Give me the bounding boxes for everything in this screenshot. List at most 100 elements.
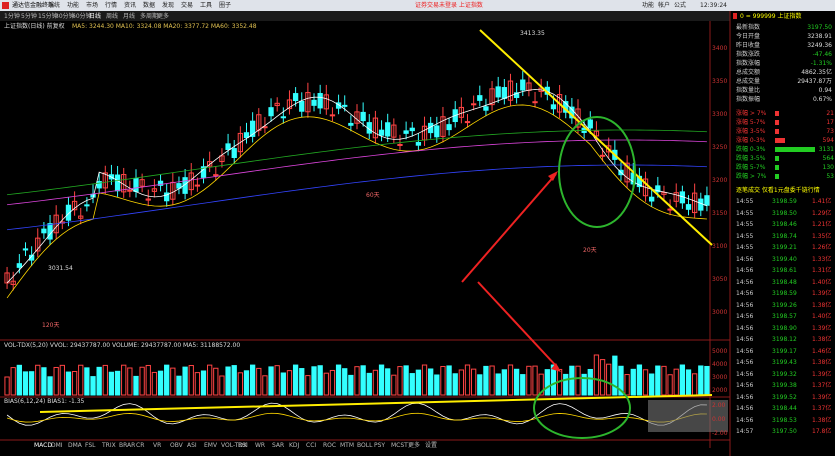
quote-label: 指数振幅 [736,96,761,103]
menu-item[interactable]: 工具 [200,2,213,9]
trade-price: 3198.50 [772,209,797,217]
period-tab[interactable]: 1分钟 [4,13,20,20]
indicator-tab[interactable]: 设置 [425,442,438,449]
indicator-tab[interactable]: DMA [68,442,82,449]
volume-bar [378,364,385,396]
indicator-tab[interactable]: SAR [272,442,285,449]
volume-bar [532,365,538,396]
indicator-tab[interactable]: CR [136,442,145,449]
period-tab[interactable]: 更多 [157,13,170,20]
menu-item[interactable]: 资讯 [124,2,137,9]
volume-bar [421,364,428,396]
indicator-tab[interactable]: BOLL [357,442,373,449]
volume-bar [16,364,22,396]
volume-bar [188,365,194,396]
quote-value: 0.67% [812,96,832,103]
menu-item[interactable]: 发现 [162,2,175,9]
indicator-tab[interactable]: BRAR [119,442,136,449]
indicator-tab[interactable]: DMI [51,442,63,449]
candle [243,132,250,139]
indicator-tab[interactable]: VOL-TDX [221,442,247,449]
indicator-tab[interactable]: TRIX [102,442,116,449]
volume-bar [483,365,489,396]
candle [556,94,563,113]
volume-bar [268,366,274,396]
menu-item[interactable]: 圈子 [219,2,232,9]
menu-item[interactable]: 系统 [48,2,61,9]
trade-price: 3197.50 [772,428,797,435]
trade-volume: 1.39亿 [812,393,832,401]
quote-label: 最新指数 [736,24,761,31]
candle [225,143,231,150]
volume-bar [145,364,151,396]
candle [280,116,286,119]
period-tab[interactable]: 60分钟 [72,13,92,20]
indicator-tab[interactable]: WR [255,442,266,449]
indicator-tab[interactable]: MTM [340,442,355,449]
indicator-tab[interactable]: 更多 [408,442,421,449]
volume-bar [679,364,686,396]
volume-bar [360,365,366,396]
indicator-tab[interactable]: EMV [204,442,218,449]
indicator-tab[interactable]: MCST [391,442,408,449]
volume-bar [581,373,587,396]
quote-value: 3197.50 [807,24,832,31]
candle [299,100,305,112]
trade-time: 14:56 [736,290,754,297]
trade-time: 14:56 [736,336,754,343]
period-tab[interactable]: 5分钟 [21,13,37,20]
menu-item[interactable]: 行情 [105,2,118,9]
volume-bar [464,364,471,396]
candle [415,142,422,146]
volume-bar [563,373,569,396]
period-tab[interactable]: 日线 [89,13,102,20]
menu-item[interactable]: 功能 [67,2,80,9]
indicator-tab[interactable]: RSI [238,442,248,449]
indicator-tab[interactable]: OBV [170,442,183,449]
indicator-tab[interactable]: ASI [187,442,197,449]
bias-axis-label: 2.00 [712,402,726,409]
indicator-tab[interactable]: FSL [85,442,96,449]
candle [145,198,151,201]
volume-bar [108,371,115,396]
volume-bar [170,367,176,396]
bias-legend: BIAS(6,12,24) BIAS1: -1.35 [4,398,85,405]
period-tab[interactable]: 15分钟 [38,13,58,20]
quote-label: 指数涨幅 [736,60,761,67]
trade-price: 3198.53 [772,416,797,424]
period-tab[interactable]: 多周期 [140,13,159,20]
indicator-tab[interactable]: ROC [323,442,337,449]
indicator-tab[interactable]: MACD [34,442,52,449]
menu-item[interactable]: 数据 [143,2,156,9]
indicator-tab[interactable]: VR [153,442,162,449]
trade-price: 3198.74 [772,232,797,240]
period-tab[interactable]: 月线 [123,13,136,20]
candle [164,192,170,202]
quote-marker [733,13,737,19]
indicator-tab[interactable]: KDJ [289,442,300,449]
trade-price: 3199.26 [772,301,797,309]
arrow [477,281,559,369]
volume-bar [225,366,231,396]
trade-time: 14:56 [736,370,754,378]
volume-bar [526,365,532,396]
period-tab[interactable]: 30分钟 [55,13,75,20]
trade-time: 14:56 [736,393,754,401]
candle [329,114,336,117]
candle [194,184,201,187]
candle [698,198,704,211]
volume-bar [397,366,403,396]
period-tab[interactable]: 周线 [106,13,119,20]
menu-item[interactable]: 交易 [181,2,194,9]
menu-item[interactable]: 市场 [86,2,99,9]
indicator-tab[interactable]: PSY [374,442,386,449]
breadth-value: 73 [826,128,834,135]
candle [391,124,397,138]
breadth-bar [775,129,779,134]
trade-time: 14:56 [736,255,754,263]
trade-volume: 1.35亿 [812,232,832,240]
candle [489,88,495,106]
indicator-tab[interactable]: CCI [306,442,317,449]
candle [22,248,29,251]
candle [655,185,661,193]
